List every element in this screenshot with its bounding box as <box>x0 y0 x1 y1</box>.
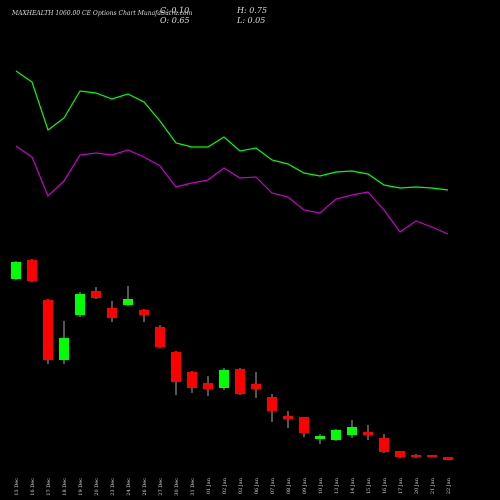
line <box>15 70 449 191</box>
candle-body <box>123 299 133 305</box>
x-tick-label: 13 Jan <box>334 477 340 494</box>
candle-body <box>75 294 85 315</box>
candle-body <box>283 416 293 419</box>
candle-body <box>203 383 213 389</box>
x-tick-label: 02 Jan <box>222 477 228 494</box>
stat: H: 0.75 <box>236 6 267 15</box>
stat: O: 0.65 <box>160 16 190 25</box>
candle-body <box>11 262 21 279</box>
candle-body <box>331 430 341 440</box>
x-tick-label: 19 Dec <box>78 478 84 496</box>
x-tick-label: 17 Dec <box>46 478 52 496</box>
candle-body <box>187 372 197 388</box>
candle-body <box>27 260 37 281</box>
candle-body <box>427 455 437 457</box>
x-tick-label: 23 Dec <box>110 478 116 496</box>
x-tick-label: 13 Dec <box>14 478 20 496</box>
x-tick-label: 24 Dec <box>126 478 132 496</box>
x-tick-label: 26 Dec <box>142 478 148 496</box>
candle-body <box>107 308 117 318</box>
candle-body <box>91 291 101 298</box>
chart-title: MAXHEALTH 1060.00 CE Options Chart Munaf… <box>11 10 193 17</box>
candle-body <box>395 451 405 457</box>
x-tick-label: 10 Jan <box>318 477 324 494</box>
x-tick-label: 18 Dec <box>62 478 68 496</box>
stat: C: 0.10 <box>160 6 189 15</box>
candle-body <box>251 384 261 389</box>
x-tick-label: 16 Jan <box>382 477 388 494</box>
candle-body <box>411 455 421 457</box>
x-tick-label: 22 Jan <box>446 477 452 494</box>
candle-body <box>267 397 277 411</box>
x-tick-label: 21 Jan <box>430 477 436 494</box>
candle-body <box>299 417 309 433</box>
x-tick-label: 20 Dec <box>94 478 100 496</box>
candle-body <box>59 338 69 360</box>
candle-body <box>235 369 245 394</box>
candle-body <box>219 370 229 388</box>
x-tick-label: 17 Jan <box>398 477 404 494</box>
x-tick-label: 30 Dec <box>174 478 180 496</box>
candle-body <box>155 327 165 347</box>
stat: L: 0.05 <box>236 16 265 25</box>
x-tick-label: 27 Dec <box>158 478 164 496</box>
x-tick-label: 01 Jan <box>206 477 212 494</box>
x-tick-label: 08 Jan <box>286 477 292 494</box>
x-tick-label: 20 Jan <box>414 477 420 494</box>
candle-body <box>315 436 325 439</box>
candle-body <box>43 300 53 360</box>
candle-body <box>379 438 389 452</box>
x-tick-label: 03 Jan <box>238 477 244 494</box>
x-tick-label: 06 Jan <box>254 477 260 494</box>
line <box>15 145 449 235</box>
candle-body <box>347 427 357 435</box>
x-tick-label: 14 Jan <box>350 477 356 494</box>
candle-body <box>171 352 181 382</box>
x-tick-label: 16 Dec <box>30 478 36 496</box>
candle-body <box>443 457 453 460</box>
x-tick-label: 31 Dec <box>190 478 196 496</box>
x-tick-label: 15 Jan <box>366 477 372 494</box>
candle-body <box>139 310 149 315</box>
x-tick-label: 09 Jan <box>302 477 308 494</box>
candle-body <box>363 432 373 435</box>
x-tick-label: 07 Jan <box>270 477 276 494</box>
